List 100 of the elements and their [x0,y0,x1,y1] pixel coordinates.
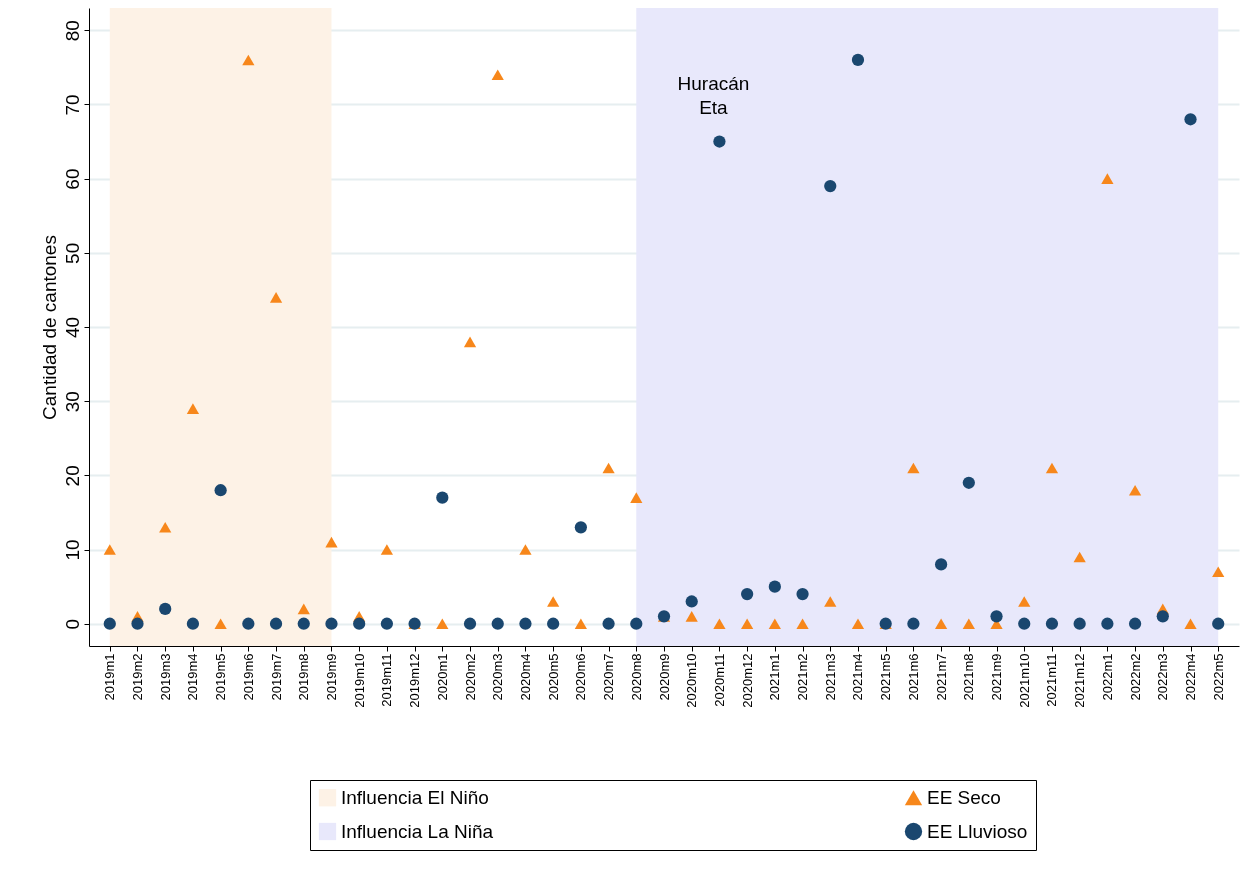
point [325,536,338,548]
point [269,617,283,630]
y-tick-label: 60 [61,168,83,190]
x-tick-label: 2020m3 [490,653,506,701]
x-tick-label: 2019m6 [240,653,256,701]
point [242,54,255,66]
y-tick-label: 20 [61,465,83,487]
point [214,484,227,497]
x-tick-label: 2022m2 [1127,653,1143,701]
point [741,618,754,630]
x-tick-label: 2022m1 [1099,653,1115,701]
point [186,617,200,630]
point [796,587,809,601]
point [630,492,643,503]
point [1073,551,1086,563]
point [630,617,643,630]
point [131,617,144,630]
point [214,618,227,630]
point [103,544,116,555]
point [103,617,116,630]
point [436,491,449,504]
point [574,618,587,630]
y-axis-title: Cantidad de cantones [38,235,60,420]
point [297,617,310,630]
x-tick-label: 2022m5 [1210,653,1226,701]
x-tick-label: 2019m7 [268,653,284,701]
x-tick-label: 2021m3 [822,653,838,701]
point [685,595,698,608]
y-tick-label: 10 [61,539,83,561]
y-tick-label: 50 [61,242,83,264]
point [1212,566,1225,578]
point [934,558,948,571]
point [602,617,615,630]
x-tick-label: 2019m8 [296,653,312,701]
x-tick-label: 2021m5 [878,653,894,701]
x-tick-label: 2021m2 [795,653,811,701]
point [1101,173,1114,184]
x-tick-label: 2020m6 [573,653,589,701]
point [962,618,975,630]
x-tick-label: 2019m4 [185,653,201,701]
point [380,617,394,630]
x-tick-label: 2020m1 [434,653,450,701]
point [796,618,809,630]
point [907,462,920,474]
point [574,521,587,534]
x-tick-label: 2021m7 [933,653,949,701]
x-tick-label: 2020m5 [545,653,561,701]
x-tick-label: 2020m8 [628,653,644,701]
point [713,135,726,148]
point [907,617,920,630]
point [768,618,781,630]
x-tick-label: 2021m8 [961,653,977,701]
x-tick-label: 2021m10 [1016,653,1032,708]
point [519,544,532,555]
point [1184,113,1197,126]
point [242,617,255,630]
point [824,179,837,193]
point [1128,617,1142,630]
x-tick-label: 2019m11 [379,653,395,707]
x-tick-label: 2019m5 [213,653,229,701]
point [547,596,560,607]
point [1045,462,1059,474]
point [741,587,754,601]
point [297,603,310,615]
point [159,602,172,616]
point [463,617,477,630]
x-tick-label: 2019m10 [351,653,367,708]
legend-label: Influencia La Niña [341,820,494,842]
point [1018,596,1031,607]
point [1101,617,1114,630]
point [269,292,283,303]
point [1045,617,1059,630]
x-tick-label: 2022m4 [1183,653,1199,701]
point [824,596,837,607]
x-tick-label: 2020m7 [601,653,617,701]
x-tick-label: 2020m12 [739,653,755,708]
point [353,617,366,630]
legend-label: Influencia El Niño [341,786,489,808]
x-tick-label: 2021m4 [850,653,866,701]
y-tick-label: 80 [61,20,83,42]
x-tick-label: 2020m11 [711,653,727,707]
point [1212,617,1225,630]
y-tick-label: 30 [61,391,83,413]
point [186,403,200,414]
legend-label: EE Seco [927,786,1001,808]
x-tick-label: 2020m9 [656,653,672,701]
point [962,476,975,489]
annotation: Huracán Eta [677,72,750,118]
x-tick-label: 2019m3 [157,653,173,701]
point [1128,484,1142,496]
x-tick-label: 2021m11 [1044,653,1060,707]
point [436,618,449,630]
x-tick-label: 2021m12 [1072,653,1088,708]
x-tick-label: 2019m12 [407,653,423,708]
x-tick-label: 2020m2 [462,653,478,701]
point [990,610,1003,623]
point [934,618,948,630]
point [491,69,504,81]
point [851,53,865,67]
x-tick-label: 2019m1 [102,653,118,701]
